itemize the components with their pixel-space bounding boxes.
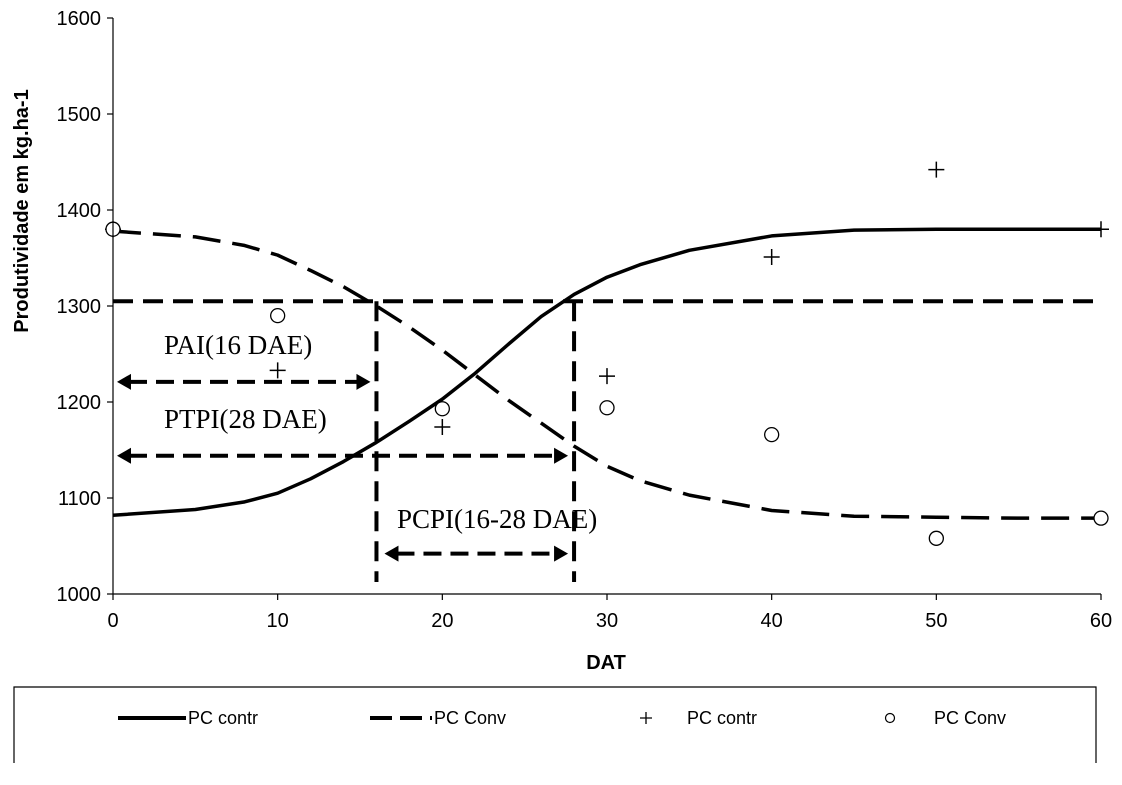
annotations: PAI(16 DAE) PTPI(28 DAE) PCPI(16-28 DAE) — [117, 330, 597, 562]
data-point-plus — [599, 368, 615, 385]
axes: 1000 1100 1200 1300 1400 1500 1600 0 10 20 30 40 50 6… — [57, 8, 1113, 632]
data-point-circle — [928, 530, 944, 546]
data-point-circle — [1093, 510, 1109, 526]
data-point-plus — [269, 362, 286, 379]
data-point-plus — [763, 249, 780, 266]
data-point-plus — [1093, 221, 1109, 238]
x-tick-label: 0 — [107, 610, 118, 632]
double-arrow — [384, 545, 569, 562]
legend-label: PC Conv — [434, 708, 506, 728]
series-line-pc-conv — [112, 229, 1101, 520]
y-tick-label: 1000 — [57, 584, 102, 606]
arrow-head-right — [554, 545, 569, 562]
x-tick-label: 20 — [431, 610, 453, 632]
legend-frame — [13, 686, 1097, 763]
legend-label: PC Conv — [934, 708, 1006, 728]
arrow-head-left — [117, 447, 131, 464]
legend-swatch-circle — [884, 712, 896, 724]
double-arrow — [117, 373, 371, 390]
data-point-circle — [270, 307, 286, 324]
double-arrow — [117, 447, 569, 464]
y-axis-title: Produtividade em kg.ha-1 — [11, 89, 33, 332]
legend-swatch-plus — [640, 712, 652, 724]
annotation-label: PAI(16 DAE) — [164, 330, 312, 360]
data-point-circle — [434, 401, 450, 417]
x-tick-label: 60 — [1090, 610, 1112, 632]
y-tick-label: 1200 — [57, 392, 102, 414]
legend: PC contr PC Conv PC contr PC Conv — [13, 686, 1097, 763]
x-tick-label: 10 — [267, 610, 289, 632]
arrow-head-right — [554, 447, 569, 464]
annotation-label: PTPI(28 DAE) — [164, 404, 327, 434]
y-tick-label: 1500 — [57, 104, 102, 126]
x-tick-label: 50 — [925, 610, 947, 632]
legend-item: PC Conv — [370, 708, 506, 728]
y-tick-label: 1300 — [57, 296, 102, 318]
data-point-circle — [764, 426, 780, 443]
x-tick-label: 30 — [596, 610, 618, 632]
data-point-plus — [928, 161, 945, 178]
y-tick-label: 1600 — [57, 8, 102, 30]
legend-label: PC contr — [188, 708, 258, 728]
legend-label: PC contr — [687, 708, 757, 728]
legend-item: PC contr — [640, 708, 757, 728]
x-tick-label: 40 — [761, 610, 783, 632]
data-point-circle — [599, 400, 615, 416]
arrow-head-left — [117, 373, 131, 390]
plot-area — [105, 161, 1109, 582]
annotation-label: PCPI(16-28 DAE) — [397, 504, 597, 534]
arrow-head-left — [384, 545, 399, 562]
legend-item: PC contr — [118, 708, 258, 728]
legend-item: PC Conv — [884, 708, 1006, 728]
y-tick-label: 1400 — [57, 200, 102, 222]
y-tick-label: 1100 — [58, 488, 101, 510]
data-point-plus — [434, 418, 451, 435]
series-line-pc-contr — [112, 227, 1101, 518]
arrow-head-right — [356, 373, 371, 390]
x-axis-title: DAT — [586, 652, 626, 674]
